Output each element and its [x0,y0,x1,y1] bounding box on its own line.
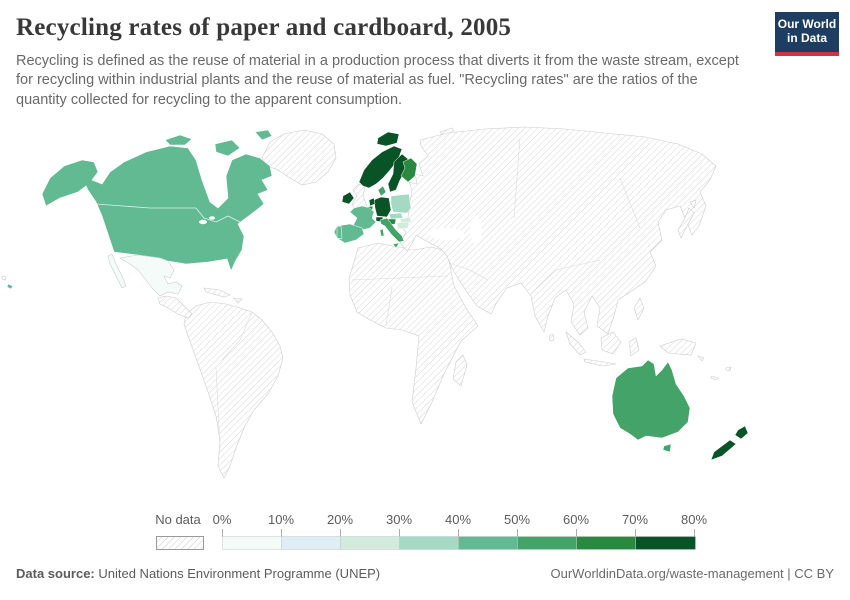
legend-tick-3: 30% [385,512,413,527]
country-germany[interactable] [373,196,392,218]
legend-tick-8: 80% [680,512,708,527]
country-hungary[interactable] [396,221,410,230]
great-lakes [199,216,215,225]
country-australia[interactable] [611,359,691,453]
legend-cell-2[interactable] [340,536,400,550]
country-mexico[interactable] [107,253,183,297]
legend-tick-0: 0% [212,512,232,527]
map-svg [1,126,749,479]
country-hispaniola[interactable] [233,297,243,304]
legend-tickmark [517,529,518,537]
interior-borders [215,137,641,449]
map-edge-sliver [1,275,7,281]
legend-tickmark [694,529,695,537]
country-ireland[interactable] [341,191,355,205]
legend-tick-7: 70% [621,512,649,527]
country-iceland[interactable] [376,131,400,147]
legend-tickmark [281,529,282,537]
legend-tickmark [340,529,341,537]
footer: Data source: United Nations Environment … [16,566,834,586]
world-map [0,118,850,506]
country-denmark[interactable] [377,185,387,197]
country-madagascar[interactable] [452,354,468,387]
region-pacific-islands[interactable] [697,355,732,381]
country-greenland[interactable] [261,129,337,186]
country-canada-usa[interactable] [41,145,273,272]
country-portugal[interactable] [336,225,343,240]
country-slovakia[interactable] [399,216,412,224]
region-arctic-islands[interactable] [164,129,273,157]
legend-tick-2: 20% [326,512,354,527]
legend-cell-5[interactable] [517,536,577,550]
region-africa[interactable] [348,242,479,425]
country-netherlands[interactable] [368,197,376,207]
legend-cell-0[interactable] [222,536,282,550]
legend-cell-6[interactable] [576,536,636,550]
legend-tick-5: 50% [503,512,531,527]
legend-tickmark [399,529,400,537]
legend-scale-strip [222,536,696,550]
country-sri-lanka[interactable] [548,333,555,342]
legend-tickmark [576,529,577,537]
legend-tick-4: 40% [444,512,472,527]
no-data-swatch[interactable] [156,536,204,550]
country-new-zealand[interactable] [710,425,749,461]
legend-tick-6: 60% [562,512,590,527]
legend-tick-1: 10% [267,512,295,527]
region-indonesia[interactable] [565,331,640,367]
legend-cell-4[interactable] [458,536,518,550]
legend-cell-3[interactable] [399,536,459,550]
page-title: Recycling rates of paper and cardboard, … [16,14,512,41]
data-source: Data source: United Nations Environment … [16,566,380,581]
us-canada-border [95,203,241,223]
legend-cell-1[interactable] [281,536,341,550]
country-czechia[interactable] [388,212,404,220]
owid-logo: Our World in Data [775,12,839,56]
country-poland[interactable] [390,193,412,214]
region-central-america[interactable] [157,295,193,319]
country-france[interactable] [349,205,377,231]
region-south-america[interactable] [183,301,284,479]
legend-tickmark [458,529,459,537]
data-source-label: Data source: [16,566,95,581]
data-source-name: United Nations Environment Programme (UN… [94,566,381,581]
inland-seas [430,216,482,244]
country-sweden[interactable] [387,153,409,193]
country-cuba[interactable] [203,287,231,298]
country-japan[interactable] [677,199,697,239]
owid-logo-text: Our World in Data [777,17,837,45]
legend-tickmark [635,529,636,537]
country-papua-new-guinea[interactable] [659,338,697,356]
legend-cell-7[interactable] [635,536,696,550]
country-finland[interactable] [400,157,418,183]
page-subtitle: Recycling is defined as the reuse of mat… [16,53,739,108]
footer-link[interactable]: OurWorldinData.org/waste-management | CC… [550,566,834,581]
country-italy[interactable] [379,217,405,249]
country-philippines[interactable] [633,297,645,321]
legend-tickmark [222,529,223,537]
state-hawaii[interactable] [6,283,14,290]
no-data-label: No data [155,512,201,527]
